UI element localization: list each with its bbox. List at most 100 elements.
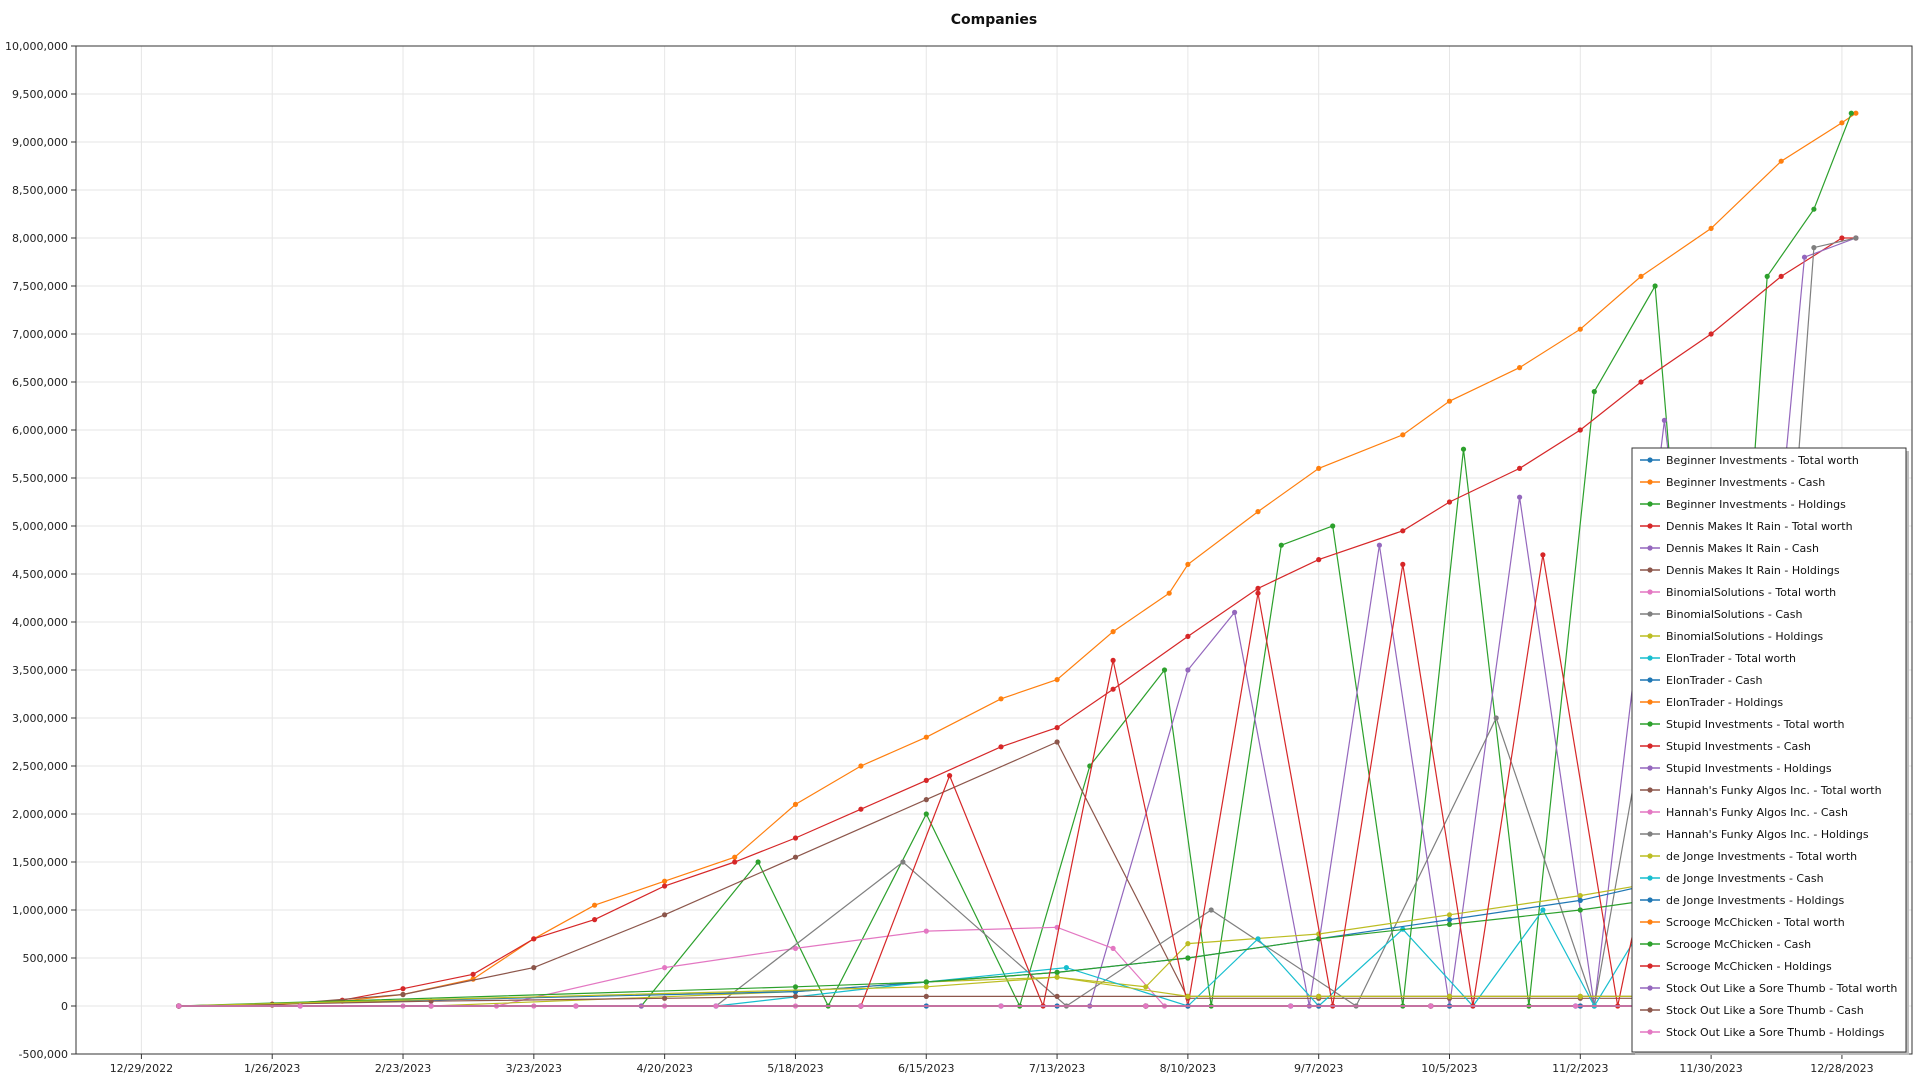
data-point (1143, 1003, 1149, 1009)
y-tick-label: 1,500,000 (12, 856, 68, 869)
data-point (1232, 609, 1238, 616)
data-point (1577, 907, 1583, 913)
legend-label: Beginner Investments - Cash (1666, 476, 1825, 489)
data-point (1400, 432, 1406, 438)
data-point (1517, 465, 1523, 471)
data-point (1063, 965, 1069, 971)
data-point (1208, 907, 1214, 913)
legend-label: de Jonge Investments - Holdings (1666, 894, 1844, 907)
legend-item: Stock Out Like a Sore Thumb - Holdings (1640, 1026, 1885, 1039)
legend-swatch-marker (1647, 963, 1653, 969)
legend-label: Stupid Investments - Holdings (1666, 762, 1832, 775)
data-point (923, 979, 929, 985)
data-point (923, 734, 929, 740)
data-point (858, 1003, 864, 1009)
data-point (1054, 677, 1060, 683)
y-tick-label: 1,000,000 (12, 904, 68, 917)
legend-swatch-marker (1647, 721, 1653, 727)
x-tick-label: 2/23/2023 (375, 1062, 431, 1075)
data-point (297, 1003, 303, 1009)
legend-swatch-marker (1647, 699, 1653, 705)
series-line (178, 741, 1856, 1007)
legend-item: Dennis Makes It Rain - Total worth (1640, 520, 1853, 533)
legend-item: Stupid Investments - Holdings (1640, 762, 1832, 775)
plot-area-border (75, 45, 1913, 1055)
data-point (400, 986, 406, 992)
x-axis: 12/29/2022 1/26/2023 2/23/2023 3/23/2023 4/2… (110, 1054, 1874, 1075)
data-point (998, 744, 1004, 750)
data-point (1591, 389, 1597, 395)
legend-swatch-marker (1647, 787, 1653, 793)
plot-series (176, 110, 1859, 1009)
data-point (732, 859, 738, 865)
data-point (1446, 917, 1453, 923)
data-point (1446, 921, 1453, 928)
legend-item: Beginner Investments - Holdings (1640, 498, 1846, 511)
legend-swatch-marker (1647, 897, 1653, 903)
data-point (1839, 235, 1845, 241)
legend-swatch-marker (1647, 875, 1653, 881)
legend-swatch-marker (1647, 743, 1653, 749)
legend-swatch-marker (1647, 567, 1653, 573)
legend-item: de Jonge Investments - Holdings (1640, 894, 1844, 907)
legend-swatch-marker (1647, 765, 1653, 771)
data-point (1493, 715, 1499, 721)
legend-label: Stock Out Like a Sore Thumb - Total wort… (1666, 982, 1897, 995)
data-point (1577, 326, 1583, 332)
data-point (662, 965, 668, 971)
legend-item: Hannah's Funky Algos Inc. - Cash (1640, 806, 1848, 819)
y-tick-label: 5,500,000 (12, 472, 68, 485)
y-tick-label: 8,500,000 (12, 184, 68, 197)
x-tick-label: 1/26/2023 (244, 1062, 300, 1075)
data-point (592, 902, 598, 908)
data-point (1577, 427, 1583, 433)
legend-label: de Jonge Investments - Total worth (1666, 850, 1857, 863)
data-point (998, 1003, 1004, 1009)
legend-label: Scrooge McChicken - Cash (1666, 938, 1811, 951)
data-point (1638, 273, 1644, 279)
data-point (792, 854, 799, 860)
legend-item: de Jonge Investments - Total worth (1640, 850, 1857, 863)
legend-label: Stupid Investments - Total worth (1666, 718, 1845, 731)
data-point (1255, 509, 1261, 515)
data-point (1708, 225, 1714, 231)
data-point (573, 1003, 579, 1009)
legend-item: Hannah's Funky Algos Inc. - Holdings (1640, 828, 1869, 841)
y-tick-label: 4,500,000 (12, 568, 68, 581)
data-point (923, 811, 929, 817)
legend-box (1631, 447, 1907, 1053)
legend-swatch-marker (1647, 809, 1653, 815)
y-tick-label: 2,500,000 (12, 760, 68, 773)
data-point (662, 912, 668, 918)
legend-label: ElonTrader - Holdings (1666, 696, 1783, 709)
data-point (792, 984, 799, 990)
legend-label: ElonTrader - Total worth (1666, 652, 1796, 665)
legend-swatch-marker (1647, 1007, 1653, 1013)
data-point (1316, 557, 1322, 563)
legend-label: Beginner Investments - Holdings (1666, 498, 1846, 511)
legend-swatch-marker (1647, 677, 1653, 683)
x-tick-label: 5/18/2023 (767, 1062, 823, 1075)
series-1 (176, 110, 1859, 1009)
legend-item: Beginner Investments - Total worth (1640, 454, 1859, 467)
data-point (1110, 629, 1116, 635)
data-point (1839, 120, 1845, 126)
data-point (947, 773, 953, 779)
legend-swatch-marker (1647, 1029, 1653, 1035)
legend-swatch-marker (1647, 545, 1653, 551)
data-point (1288, 1003, 1294, 1009)
legend-item: ElonTrader - Holdings (1640, 696, 1783, 709)
y-tick-label: 3,500,000 (12, 664, 68, 677)
legend-item: Stupid Investments - Total worth (1640, 718, 1845, 731)
x-tick-label: 4/20/2023 (636, 1062, 692, 1075)
data-point (1853, 110, 1859, 116)
data-point (1573, 1003, 1579, 1009)
x-tick-label: 11/30/2023 (1679, 1062, 1742, 1075)
data-point (1428, 1003, 1434, 1009)
series-line (178, 926, 1856, 1007)
data-point (1801, 254, 1808, 260)
legend-item: Stock Out Like a Sore Thumb - Total wort… (1640, 982, 1897, 995)
data-point (1054, 725, 1060, 731)
data-point (1446, 398, 1453, 404)
y-tick-label: 4,000,000 (12, 616, 68, 629)
